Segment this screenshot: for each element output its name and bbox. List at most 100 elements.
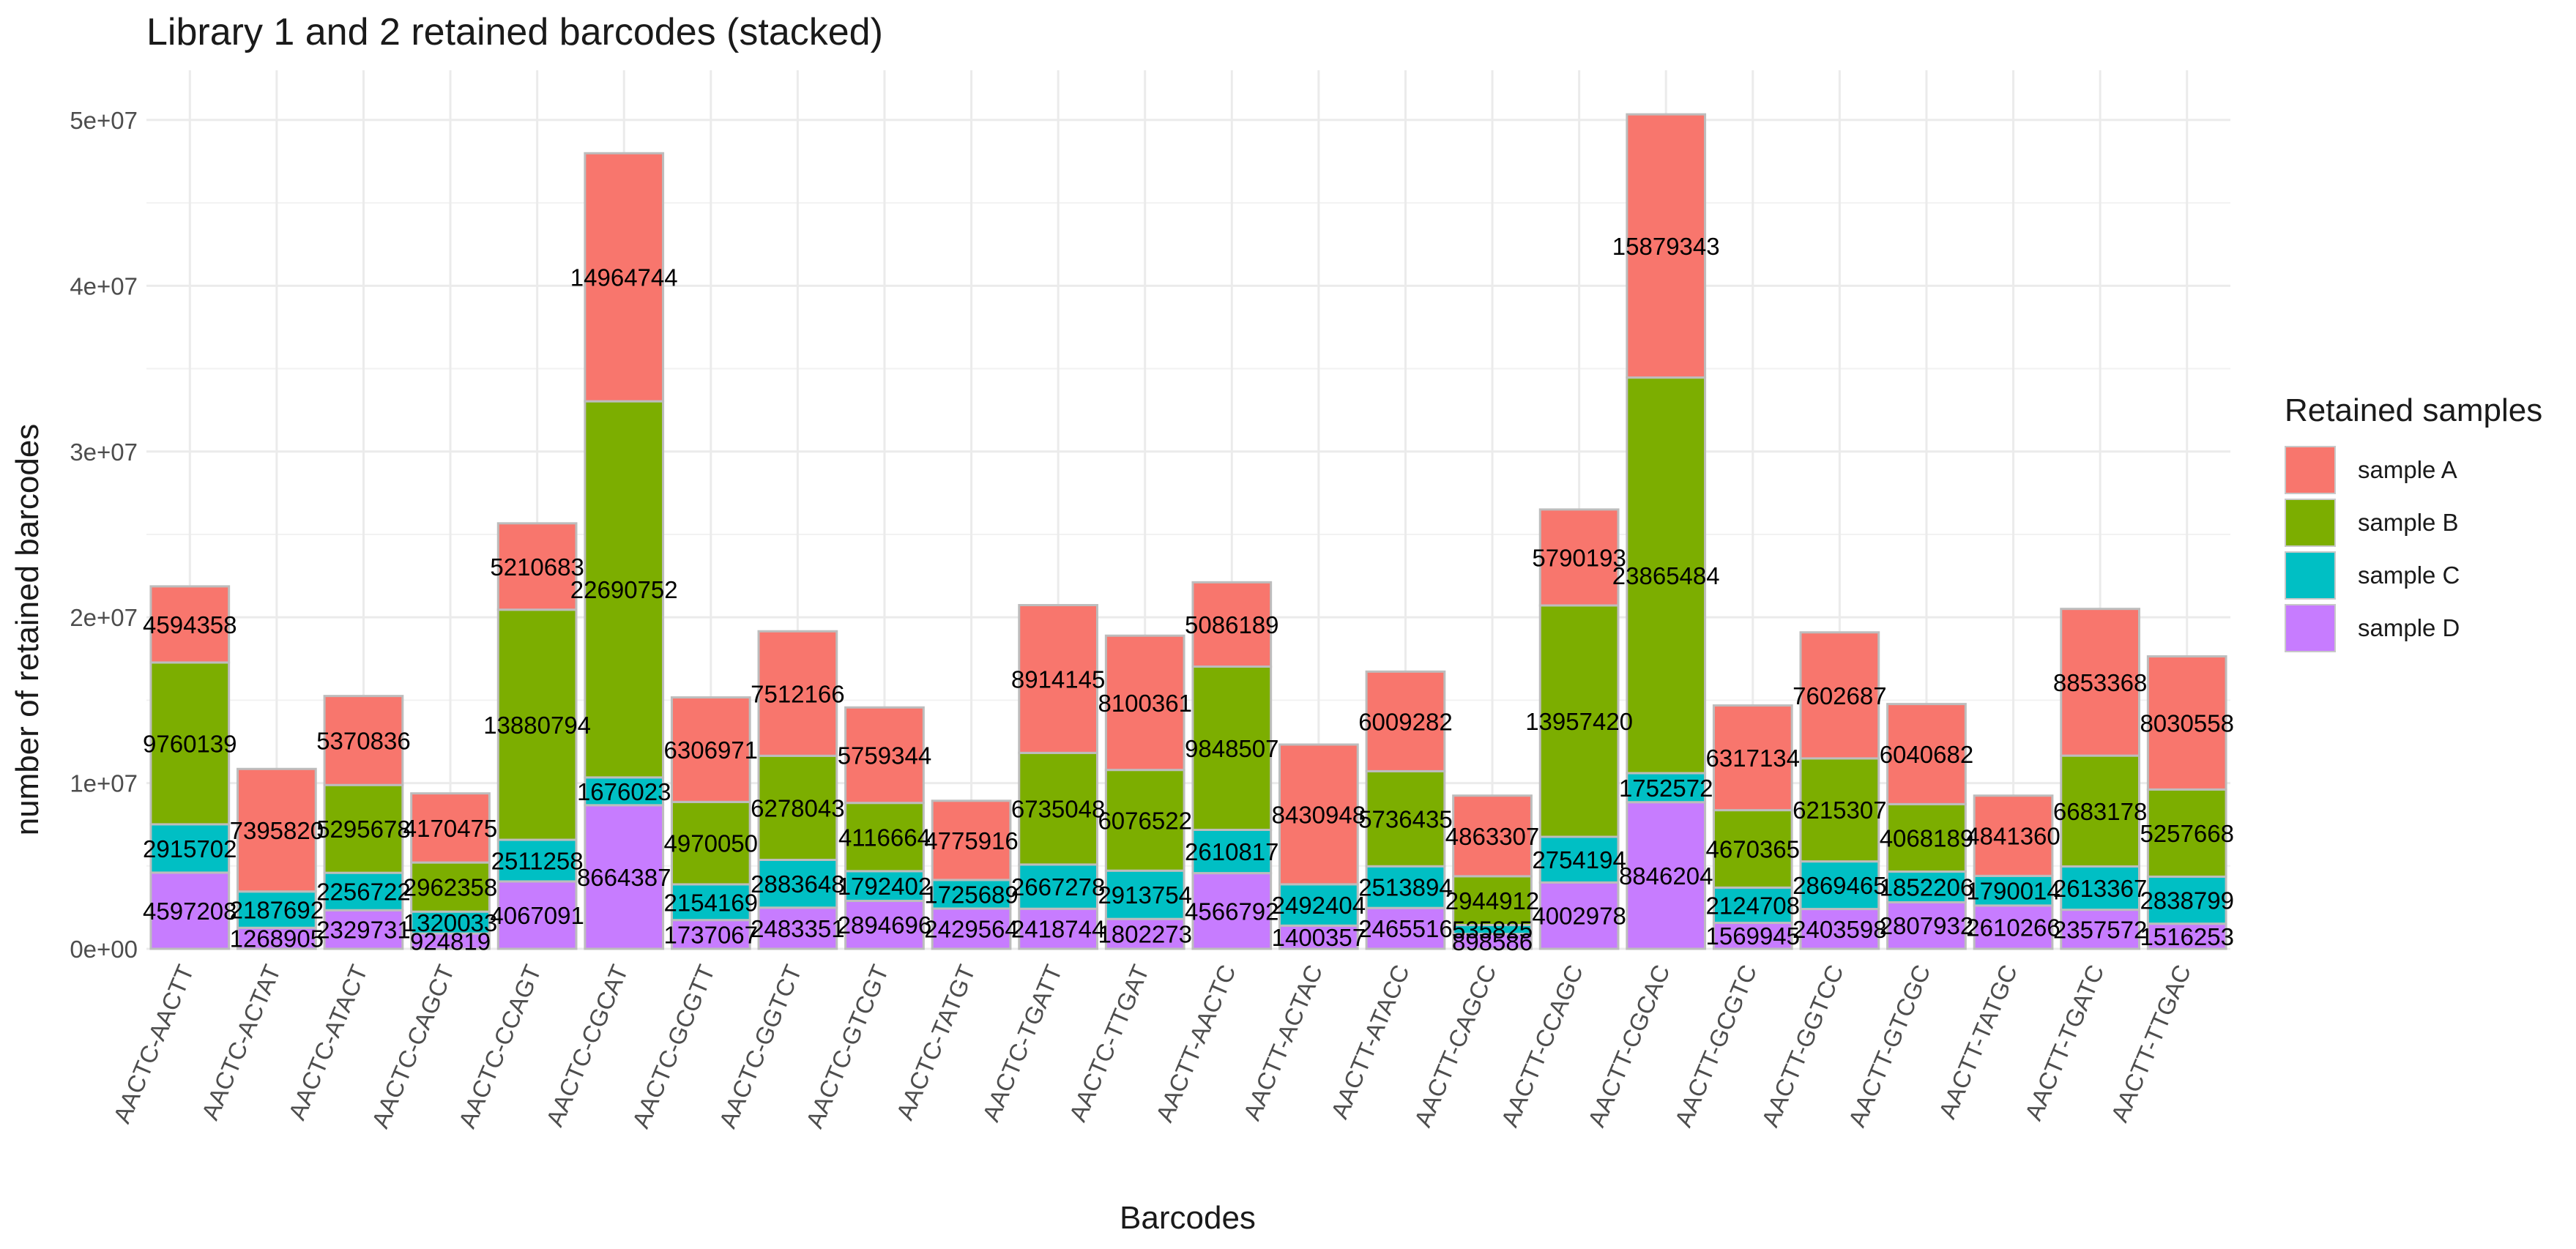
x-tick-label: AACTC-TTGAT <box>1064 961 1154 1125</box>
bar-segment-sample-b <box>670 800 751 886</box>
data-label: 1569945 <box>1706 922 1800 950</box>
data-label: 2883648 <box>751 870 844 898</box>
legend-item-sample-c: sample C <box>2285 549 2563 602</box>
x-tick-label: AACTC-CAGCT <box>366 961 459 1132</box>
x-tick-label: AACTT-TGATC <box>2020 961 2110 1124</box>
data-label: 5295678 <box>316 816 410 843</box>
data-label: 6076522 <box>1098 807 1191 834</box>
x-tick-label: AACTC-AACTT <box>108 961 198 1127</box>
data-label: 8846204 <box>1619 862 1713 890</box>
bar-segment-sample-c <box>931 879 1012 910</box>
data-label: 7512166 <box>751 680 844 707</box>
data-label: 2124708 <box>1706 892 1800 919</box>
bar-segment-sample-a <box>237 767 317 893</box>
data-label: 4002978 <box>1532 903 1626 930</box>
data-label: 8100361 <box>1098 690 1191 717</box>
x-tick-label: AACTC-ACTAT <box>196 961 286 1124</box>
data-label: 8030558 <box>2140 709 2233 737</box>
bar-segment-sample-a <box>2146 655 2227 791</box>
bar-segment-sample-c <box>844 870 925 902</box>
bar-segment-sample-d <box>1626 801 1707 950</box>
bar-segment-sample-b <box>1886 802 1967 873</box>
bar-segment-sample-d <box>670 919 751 950</box>
data-label: 7602687 <box>1793 682 1886 709</box>
bar-segment-sample-c <box>1104 869 1185 920</box>
data-label: 5086189 <box>1185 611 1278 638</box>
legend-item-sample-a: sample A <box>2285 444 2563 496</box>
data-label: 4670365 <box>1706 835 1800 862</box>
bar-segment-sample-c <box>1712 886 1793 924</box>
bar-segment-sample-b <box>2060 754 2140 868</box>
data-label: 6040682 <box>1880 741 1973 768</box>
x-tick-label: AACTT-AACTC <box>1150 961 1241 1125</box>
data-label: 924819 <box>410 928 491 955</box>
bar-segment-sample-d <box>1191 872 1273 950</box>
data-label: 2403598 <box>1793 916 1886 943</box>
data-label: 535825 <box>1452 917 1533 944</box>
legend-label-sample-a: sample A <box>2358 456 2457 483</box>
legend-label-sample-b: sample B <box>2358 509 2459 536</box>
bar-segment-sample-c <box>1538 835 1620 884</box>
data-labels: 4597208 2915702 9760139 4594358 126890521876… <box>143 233 2234 955</box>
bar-segment-sample-b <box>496 608 578 841</box>
data-label: 7395820 <box>230 817 324 844</box>
bar-segment-sample-d <box>1365 906 1446 950</box>
data-label: 2357572 <box>2053 916 2147 943</box>
bar-segment-sample-c <box>1191 828 1273 875</box>
plot-background <box>146 70 2230 949</box>
legend-swatch-sample-c <box>2285 551 2336 600</box>
data-label: 6735048 <box>1011 796 1105 823</box>
data-label: 4566792 <box>1185 898 1278 925</box>
x-tick-label: AACTC-TGATT <box>977 961 1067 1125</box>
data-label: 6215307 <box>1793 797 1886 824</box>
data-label: 2667278 <box>1011 873 1105 901</box>
data-label: 2962358 <box>403 874 497 901</box>
data-label: 5790193 <box>1532 544 1626 571</box>
x-axis: Barcodes AACTC-AACTTAACTC-ACTATAACTC-ATA… <box>108 961 2196 1236</box>
data-label: 2187692 <box>230 897 324 924</box>
y-axis-label: number of retained barcodes <box>10 424 45 836</box>
bar-segment-sample-b <box>1712 809 1793 889</box>
data-label: 5210683 <box>490 553 584 581</box>
bar-segment-sample-d <box>323 909 404 950</box>
data-label: 5370836 <box>316 727 410 754</box>
data-label: 2869465 <box>1793 872 1886 899</box>
bar-segment-sample-c <box>1365 865 1446 909</box>
chart-title: Library 1 and 2 retained barcodes (stack… <box>146 11 883 53</box>
bar-segment-sample-d <box>2060 909 2140 950</box>
data-label: 2429564 <box>924 915 1018 942</box>
bar-segment-sample-c <box>410 910 491 935</box>
data-label: 14964744 <box>570 264 678 291</box>
data-label: 9848507 <box>1185 735 1278 762</box>
bar-segment-sample-a <box>410 792 491 864</box>
data-label: 2465516 <box>1358 915 1452 942</box>
bar-segment-sample-d <box>1973 904 2054 950</box>
legend-label-sample-c: sample C <box>2358 562 2460 589</box>
data-label: 1792402 <box>838 873 931 900</box>
bar-segment-sample-a <box>670 696 751 803</box>
data-label: 2511258 <box>491 847 584 874</box>
x-tick-label: AACTT-ATACC <box>1325 961 1415 1122</box>
x-tick-label: AACTT-CGCAC <box>1582 961 1675 1130</box>
x-tick-label: AACTT-GCGTC <box>1669 961 1762 1130</box>
data-label: 2513894 <box>1358 874 1452 901</box>
bar-segment-sample-c <box>2146 875 2227 925</box>
legend: Retained samples sample A sample B sampl… <box>2285 392 2563 655</box>
bar-segment-sample-d <box>1712 921 1793 950</box>
data-label: 1400357 <box>1272 924 1366 951</box>
data-label: 1516253 <box>2140 923 2233 950</box>
x-tick-label: AACTT-TTGAC <box>2106 961 2197 1125</box>
bar-segment-sample-a <box>757 630 838 757</box>
bar-segment-sample-c <box>323 871 404 911</box>
x-tick-label: AACTC-ATACT <box>283 961 372 1124</box>
bar-segment-sample-a <box>1799 631 1880 760</box>
bar-segment-sample-c <box>1626 772 1707 804</box>
data-label: 4863307 <box>1445 823 1539 850</box>
data-label: 22690752 <box>570 576 678 603</box>
data-label: 5759344 <box>838 742 931 769</box>
data-label: 9760139 <box>143 730 237 757</box>
bar-segment-sample-a <box>1538 508 1620 607</box>
y-axis: number of retained barcodes 0e+00 1e+07 2e… <box>10 107 138 963</box>
bar-segment-sample-a <box>1626 113 1707 379</box>
data-label: 1676023 <box>577 778 671 805</box>
